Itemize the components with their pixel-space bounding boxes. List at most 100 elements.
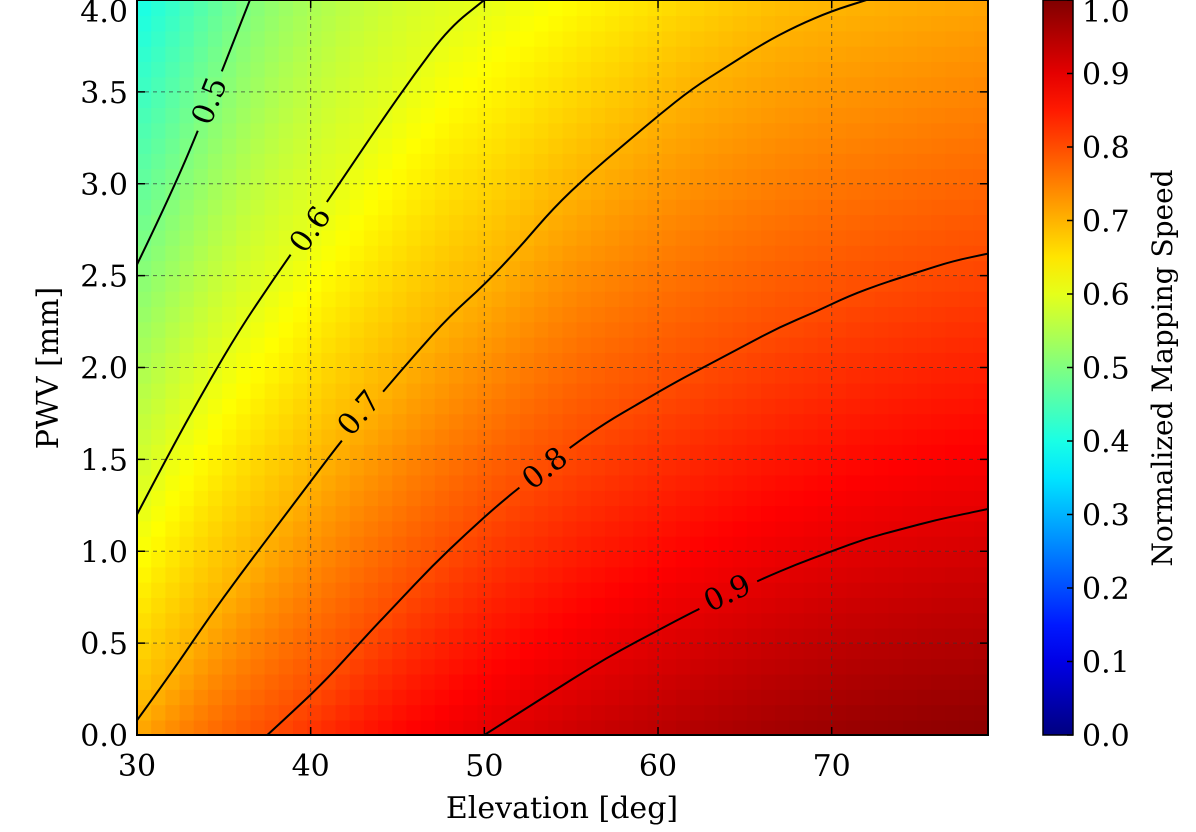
heatmap-cell	[902, 91, 918, 108]
heatmap-cell	[278, 719, 294, 735]
heatmap-cell	[278, 183, 294, 200]
heatmap-cell	[293, 91, 308, 108]
heatmap-cell	[534, 367, 550, 384]
heatmap-cell	[732, 490, 748, 507]
heatmap-cell	[704, 398, 720, 415]
heatmap-cell	[193, 245, 209, 262]
heatmap-cell	[264, 61, 280, 78]
heatmap-cell	[647, 490, 663, 507]
heatmap-cell	[789, 535, 805, 553]
heatmap-cell	[675, 597, 691, 614]
heatmap-cell	[207, 321, 223, 338]
heatmap-cell	[576, 214, 592, 231]
heatmap-cell	[151, 627, 167, 644]
heatmap-cell	[392, 245, 408, 262]
heatmap-cell	[207, 459, 223, 476]
heatmap-cell	[207, 643, 223, 660]
heatmap-cell	[477, 30, 493, 47]
heatmap-cell	[945, 566, 961, 583]
heatmap-cell	[846, 168, 862, 185]
heatmap-cell	[661, 719, 677, 735]
heatmap-cell	[250, 321, 266, 338]
heatmap-cell	[307, 490, 323, 507]
heatmap-cell	[222, 15, 238, 32]
heatmap-cell	[335, 520, 351, 537]
heatmap-cell	[193, 658, 209, 675]
heatmap-cell	[363, 490, 379, 507]
heatmap-cell	[902, 689, 918, 706]
heatmap-cell	[860, 658, 876, 675]
heatmap-cell	[718, 689, 734, 706]
heatmap-cell	[690, 260, 706, 277]
heatmap-cell	[817, 627, 833, 644]
heatmap-cell	[363, 459, 379, 476]
heatmap-cell	[661, 245, 677, 262]
heatmap-cell	[335, 704, 351, 721]
heatmap-cell	[931, 214, 947, 231]
heatmap-cell	[860, 490, 876, 507]
heatmap-cell	[321, 520, 337, 537]
heatmap-cell	[321, 367, 337, 384]
heatmap-cell	[519, 275, 535, 292]
heatmap-cell	[888, 290, 904, 308]
heatmap-cell	[746, 551, 762, 568]
heatmap-cell	[973, 627, 988, 644]
heatmap-cell	[746, 30, 762, 47]
heatmap-cell	[179, 352, 195, 369]
heatmap-cell	[704, 658, 720, 675]
heatmap-cell	[931, 336, 947, 353]
heatmap-cell	[420, 459, 436, 476]
heatmap-cell	[590, 643, 606, 660]
heatmap-cell	[264, 30, 280, 47]
heatmap-cell	[491, 214, 507, 231]
heatmap-cell	[236, 658, 252, 675]
heatmap-cell	[846, 214, 862, 231]
heatmap-cell	[917, 658, 933, 675]
heatmap-cell	[647, 413, 663, 430]
heatmap-cell	[165, 658, 181, 675]
heatmap-cell	[278, 459, 294, 476]
heatmap-cell	[321, 428, 337, 445]
heatmap-cell	[605, 505, 621, 522]
heatmap-cell	[590, 658, 606, 675]
heatmap-cell	[789, 428, 805, 445]
heatmap-cell	[973, 612, 988, 629]
heatmap-cell	[817, 91, 833, 108]
heatmap-cell	[406, 91, 422, 108]
heatmap-cell	[505, 520, 521, 537]
heatmap-cell	[477, 627, 493, 644]
heatmap-cell	[576, 260, 592, 277]
heatmap-cell	[519, 168, 535, 185]
heatmap-cell	[831, 658, 847, 675]
heatmap-cell	[335, 597, 351, 614]
heatmap-cell	[179, 168, 195, 185]
heatmap-cell	[803, 444, 819, 461]
heatmap-cell	[846, 658, 862, 675]
heatmap-cell	[661, 15, 677, 32]
heatmap-cell	[378, 689, 394, 706]
heatmap-cell	[902, 367, 918, 384]
heatmap-cell	[137, 566, 152, 583]
heatmap-cell	[704, 520, 720, 537]
heatmap-cell	[406, 275, 422, 292]
heatmap-cell	[463, 260, 479, 277]
heatmap-cell	[675, 398, 691, 415]
heatmap-cell	[959, 336, 975, 353]
heatmap-cell	[534, 0, 550, 17]
heatmap-cell	[293, 490, 308, 507]
heatmap-cell	[193, 260, 209, 277]
heatmap-cell	[548, 137, 564, 154]
heatmap-cell	[179, 15, 195, 32]
heatmap-cell	[775, 306, 791, 323]
heatmap-cell	[874, 490, 890, 507]
heatmap-cell	[775, 689, 791, 706]
heatmap-cell	[463, 658, 479, 675]
heatmap-cell	[165, 581, 181, 598]
heatmap-cell	[293, 275, 308, 292]
heatmap-cell	[661, 275, 677, 292]
heatmap-cell	[647, 336, 663, 353]
heatmap-cell	[349, 76, 365, 93]
heatmap-cell	[746, 704, 762, 721]
heatmap-cell	[179, 459, 195, 476]
heatmap-cell	[519, 30, 535, 47]
